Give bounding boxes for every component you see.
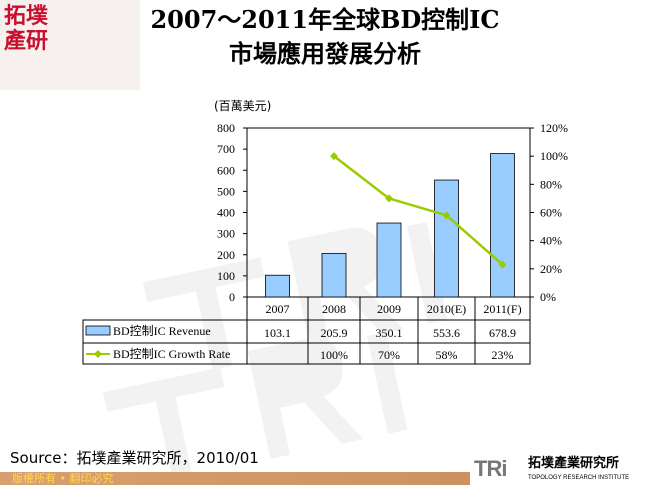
growth-point	[498, 260, 507, 269]
logo: 拓墣產研	[4, 3, 49, 54]
y-tick-label: 0	[229, 290, 235, 304]
category-label: 2008	[322, 302, 346, 316]
brand-name: 拓墣產業研究所	[528, 456, 620, 471]
growth-point	[442, 211, 451, 220]
brand-logo: TRi 拓墣產業研究所 TOPOLOGY RESEARCH INSTITUTE	[470, 456, 650, 485]
title-line2: 市場應用發展分析	[229, 39, 421, 68]
revenue-value: 553.6	[433, 326, 460, 340]
y-tick-label: 600	[217, 163, 235, 177]
growth-line	[333, 155, 504, 266]
growth-value: 70%	[378, 348, 400, 362]
growth-value: 23%	[492, 348, 514, 362]
y-axis-label: (百萬美元)	[214, 99, 272, 113]
bar-2007	[265, 274, 290, 298]
category-label: 2010(E)	[427, 302, 466, 316]
revenue-value: 103.1	[264, 326, 291, 340]
revenue-value: 205.9	[321, 326, 348, 340]
y-tick-label: 100	[217, 269, 235, 283]
growth-point	[385, 194, 393, 203]
bar-2010(E)	[434, 179, 459, 298]
y2-tick-label: 40%	[540, 234, 562, 248]
brand-sub: TOPOLOGY RESEARCH INSTITUTE	[528, 475, 630, 481]
brand-mark: TRi	[474, 456, 507, 481]
growth-point	[330, 152, 338, 161]
y2-tick-label: 80%	[540, 177, 562, 191]
y-tick-label: 800	[217, 121, 235, 135]
y2-tick-label: 100%	[540, 149, 568, 163]
y-tick-label: 500	[217, 184, 235, 198]
growth-value: 58%	[436, 348, 458, 362]
legend-line-marker	[94, 350, 102, 358]
legend-revenue: BD控制IC Revenue	[113, 324, 211, 338]
y2-tick-label: 0%	[540, 290, 556, 304]
category-label: 2011(F)	[483, 302, 521, 316]
revenue-value: 350.1	[376, 326, 403, 340]
legend-bar-swatch	[85, 325, 111, 336]
title-line1: 2007～2011年全球BD控制IC	[150, 5, 500, 34]
y-tick-label: 700	[217, 142, 235, 156]
y2-tick-label: 20%	[540, 262, 562, 276]
bar-2011(F)	[490, 153, 515, 298]
category-label: 2009	[377, 302, 401, 316]
legend-growth: BD控制IC Growth Rate	[113, 347, 230, 361]
category-label: 2007	[266, 302, 290, 316]
y-tick-label: 300	[217, 227, 235, 241]
bar-2009	[376, 222, 402, 298]
bar-2008	[321, 253, 347, 298]
y2-tick-label: 60%	[540, 206, 562, 220]
y2-tick-label: 120%	[540, 121, 568, 135]
source-note: Source：拓墣產業研究所，2010/01	[10, 449, 259, 467]
copyright: 版權所有 • 翻印必究	[12, 472, 114, 485]
revenue-value: 678.9	[489, 326, 516, 340]
y-tick-label: 200	[217, 248, 235, 262]
y-tick-label: 400	[217, 206, 235, 220]
growth-value: 100%	[320, 348, 348, 362]
